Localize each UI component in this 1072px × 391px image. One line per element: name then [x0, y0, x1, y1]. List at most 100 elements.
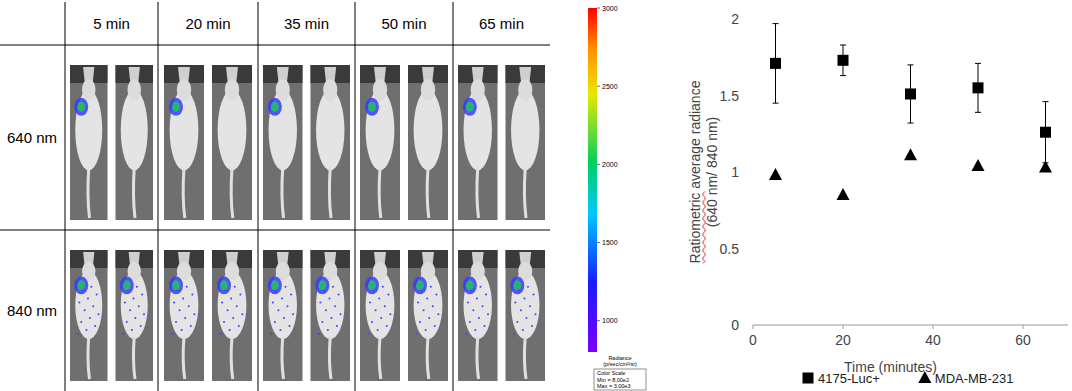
mouse-tail — [231, 167, 233, 218]
signal-speckle — [323, 290, 325, 292]
image-background — [311, 250, 351, 381]
color-bar-tick-label: 2500 — [602, 83, 618, 90]
color-bar — [588, 8, 597, 352]
signal-spot — [466, 102, 474, 112]
signal-speckle — [512, 282, 514, 284]
data-point — [1039, 160, 1052, 172]
image-background — [116, 65, 154, 220]
legend-marker — [803, 373, 814, 384]
signal-speckle — [141, 294, 143, 296]
signal-spot — [466, 280, 474, 290]
mouse-body — [511, 271, 539, 339]
signal-speckle — [143, 313, 145, 315]
mouse-tail — [329, 336, 331, 379]
signal-speckle — [89, 317, 91, 319]
signal-speckle — [469, 321, 471, 323]
signal-spot — [510, 276, 524, 294]
signal-speckle — [317, 282, 319, 284]
signal-speckle — [487, 313, 489, 315]
signal-speckle — [98, 313, 100, 315]
signal-spot — [268, 276, 282, 294]
signal-speckle — [437, 313, 439, 315]
signal-spot — [172, 280, 180, 290]
mouse-image — [311, 250, 351, 381]
image-background — [360, 65, 400, 220]
legend-marker — [918, 371, 931, 383]
signal-speckle — [514, 301, 516, 303]
axes: 020406000.511.52Time (minutes) — [720, 11, 1068, 375]
color-bar-tick — [597, 8, 600, 9]
color-bar-tick-label: 2000 — [602, 161, 618, 168]
signal-speckle — [478, 317, 480, 319]
signal-speckle — [472, 309, 474, 311]
x-tick-label: 60 — [1015, 332, 1031, 348]
mouse-tail — [477, 167, 479, 218]
mouse-tail — [282, 167, 284, 218]
signal-speckle — [328, 297, 330, 299]
signal-spot — [271, 102, 279, 112]
signal-speckle — [77, 333, 79, 335]
spell-underline — [703, 191, 705, 263]
signal-spot — [413, 276, 427, 294]
signal-speckle — [80, 321, 82, 323]
signal-speckle — [336, 325, 338, 327]
mouse-head — [225, 79, 239, 101]
signal-speckle — [190, 325, 192, 327]
image-background — [164, 65, 204, 220]
signal-speckle — [138, 305, 140, 307]
plot-marks — [769, 24, 1052, 200]
image-background — [263, 250, 303, 381]
mouse-tail — [183, 336, 185, 379]
mouse-body — [464, 90, 492, 171]
color-bar-tick — [597, 86, 600, 87]
signal-speckle — [384, 305, 386, 307]
signal-speckle — [227, 309, 229, 311]
color-bar-tick-label: 1000 — [602, 317, 618, 324]
image-background — [116, 250, 154, 381]
signal-speckle — [386, 325, 388, 327]
signal-speckle — [415, 282, 417, 284]
signal-speckle — [513, 333, 515, 335]
signal-speckle — [122, 282, 124, 284]
grid-line — [65, 2, 66, 391]
legend-label: MDA-MB-231 — [935, 371, 1014, 386]
signal-speckle — [179, 309, 181, 311]
signal-spot — [74, 276, 88, 294]
mouse-head — [421, 79, 435, 101]
signal-speckle — [221, 301, 223, 303]
y-tick-label: 1.5 — [720, 88, 740, 104]
signal-speckle — [288, 325, 290, 327]
signal-speckle — [476, 297, 478, 299]
signal-speckle — [522, 329, 524, 331]
signal-spot — [416, 280, 424, 290]
image-background — [506, 65, 546, 220]
signal-speckle — [184, 317, 186, 319]
mouse-body — [75, 90, 102, 171]
color-bar-tick — [597, 320, 600, 321]
signal-speckle — [330, 317, 332, 319]
signal-speckle — [334, 305, 336, 307]
signal-speckle — [136, 286, 138, 288]
mouse-image — [263, 250, 303, 381]
mouse-image — [70, 65, 108, 220]
mouse-body — [316, 271, 344, 339]
signal-speckle — [378, 297, 380, 299]
signal-speckle — [518, 290, 520, 292]
mouse-body — [269, 90, 297, 171]
mouse-body — [218, 271, 247, 339]
signal-spot — [169, 276, 183, 294]
mouse-body — [121, 90, 148, 171]
y-tick-label: 1 — [731, 164, 739, 180]
signal-speckle — [387, 294, 389, 296]
signal-speckle — [186, 286, 188, 288]
mouse-image — [212, 250, 252, 381]
signal-speckle — [318, 333, 320, 335]
x-tick — [843, 325, 844, 329]
grid-line — [0, 45, 550, 46]
signal-speckle — [327, 329, 329, 331]
color-scale-title: Color Scale — [597, 370, 625, 376]
signal-speckle — [434, 325, 436, 327]
mouse-image — [70, 250, 108, 381]
signal-speckle — [377, 329, 379, 331]
signal-speckle — [470, 290, 472, 292]
